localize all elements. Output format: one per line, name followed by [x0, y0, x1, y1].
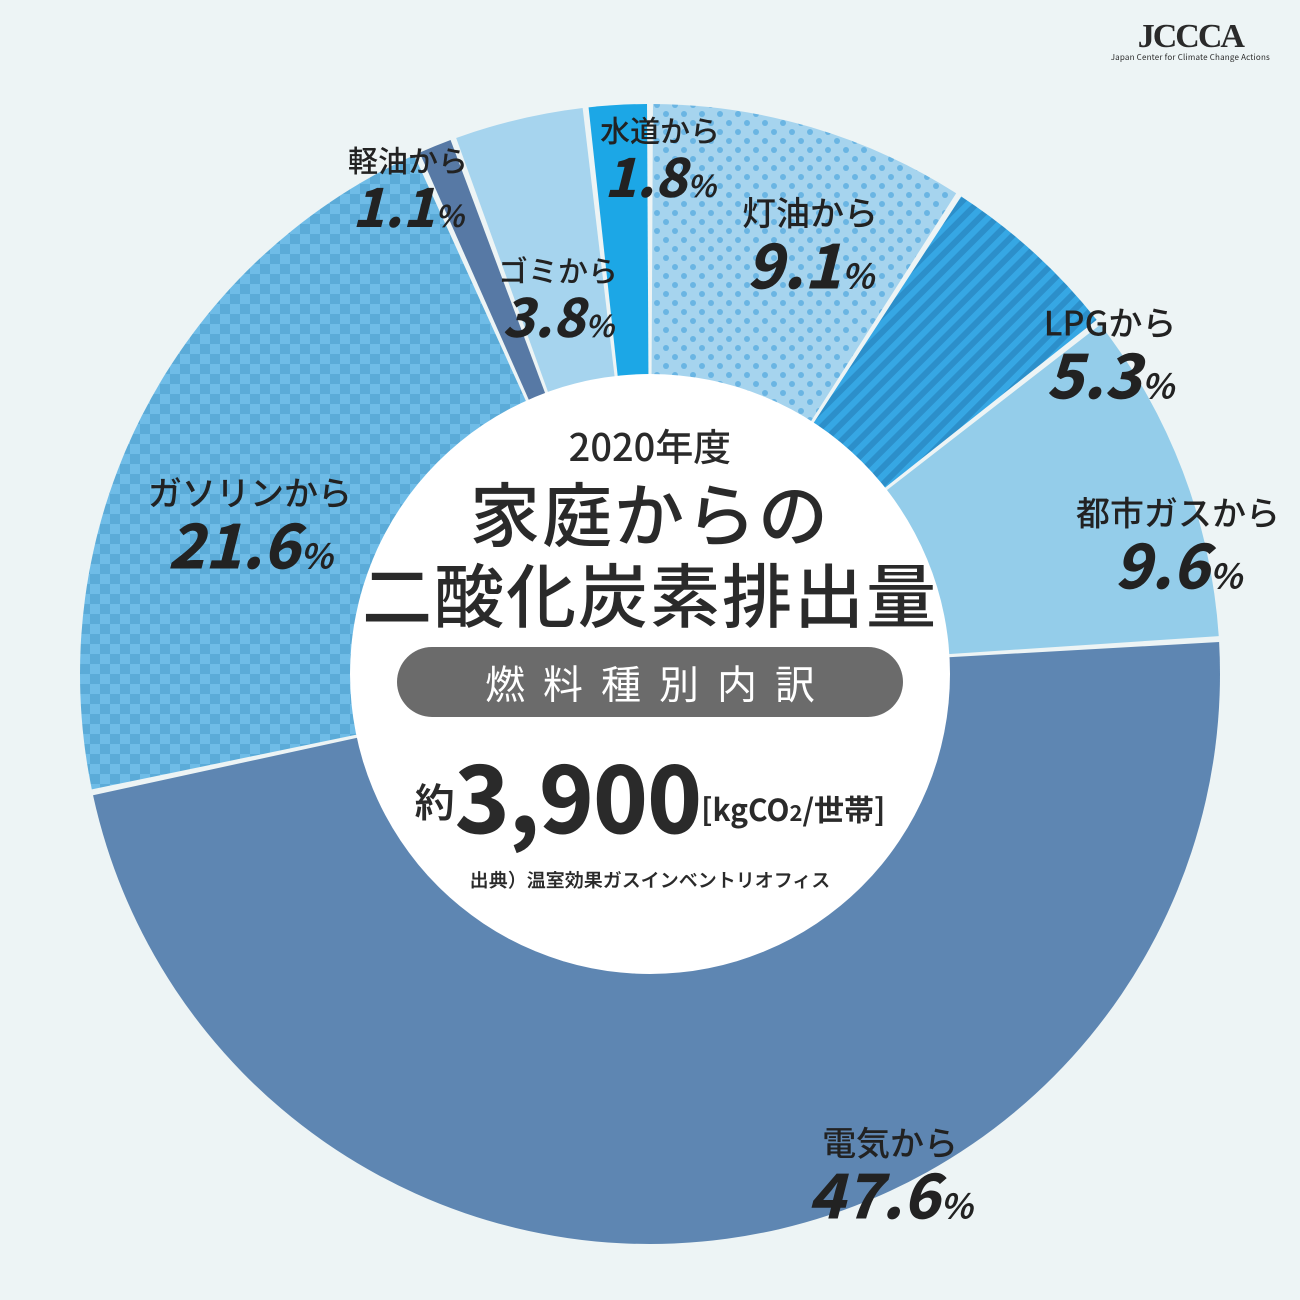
slice-label: 電気から47.6%: [807, 1124, 972, 1225]
center-block: 2020年度 家庭からの 二酸化炭素排出量 燃料種別内訳 約3,900[kgCO…: [340, 417, 960, 893]
slice-label: 軽油から1.1%: [348, 144, 468, 232]
title-line1: 家庭からの: [340, 472, 960, 552]
logo-text: JCCCA: [1111, 18, 1270, 56]
slice-label: 灯油から9.1%: [742, 194, 878, 295]
slice-label: ゴミから3.8%: [498, 254, 618, 342]
logo-subtext: Japan Center for Climate Change Actions: [1111, 52, 1270, 63]
total-value: 約3,900[kgCO2/世帯]: [340, 727, 960, 860]
slice-label: LPGから5.3%: [1044, 304, 1177, 405]
slice-label: ガソリンから21.6%: [148, 474, 352, 575]
slice-label: 都市ガスから9.6%: [1076, 494, 1280, 595]
logo: JCCCA Japan Center for Climate Change Ac…: [1111, 18, 1270, 63]
title-line2: 二酸化炭素排出量: [340, 552, 960, 633]
donut-chart: 2020年度 家庭からの 二酸化炭素排出量 燃料種別内訳 約3,900[kgCO…: [50, 74, 1250, 1274]
source-caption: 出典）温室効果ガスインベントリオフィス: [340, 866, 960, 893]
subtitle-band: 燃料種別内訳: [397, 647, 903, 717]
slice-label: 水道から1.8%: [600, 114, 720, 202]
